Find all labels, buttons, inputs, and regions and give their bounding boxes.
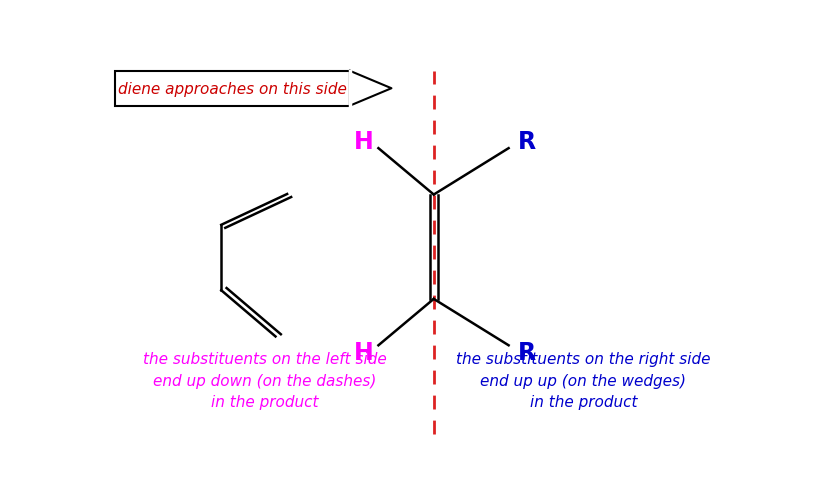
Text: the substituents on the right side: the substituents on the right side: [456, 352, 711, 367]
Text: H: H: [354, 130, 374, 154]
Text: end up up (on the wedges): end up up (on the wedges): [480, 373, 686, 388]
Text: in the product: in the product: [211, 394, 318, 409]
Text: end up down (on the dashes): end up down (on the dashes): [153, 373, 376, 388]
FancyBboxPatch shape: [115, 72, 350, 106]
Polygon shape: [350, 72, 391, 106]
Text: R: R: [517, 341, 536, 365]
Text: in the product: in the product: [530, 394, 638, 409]
Text: the substituents on the left side: the substituents on the left side: [143, 352, 386, 367]
Text: H: H: [354, 341, 374, 365]
Text: R: R: [517, 130, 536, 154]
Text: diene approaches on this side: diene approaches on this side: [118, 82, 347, 97]
